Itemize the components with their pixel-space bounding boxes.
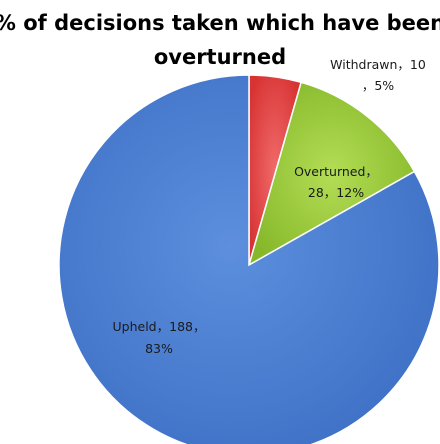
chart-title-line-2: overturned — [154, 45, 286, 69]
slice-label-upheld-line-1: Upheld，188， — [113, 319, 206, 334]
slice-label-upheld-line-2: 83% — [145, 341, 173, 356]
slice-label-withdrawn-line-2: ，5% — [362, 78, 394, 93]
slice-label-overturned-line-2: 28，12% — [308, 185, 364, 200]
slice-label-overturned-line-1: Overturned， — [294, 164, 378, 179]
pie-slices — [58, 74, 440, 444]
slice-label-withdrawn-line-1: Withdrawn，10 — [330, 57, 426, 72]
pie-slice-overturned — [247, 81, 416, 267]
pie-slice-upheld — [58, 74, 440, 444]
chart-title-line-1: % of decisions taken which have been — [0, 11, 440, 35]
